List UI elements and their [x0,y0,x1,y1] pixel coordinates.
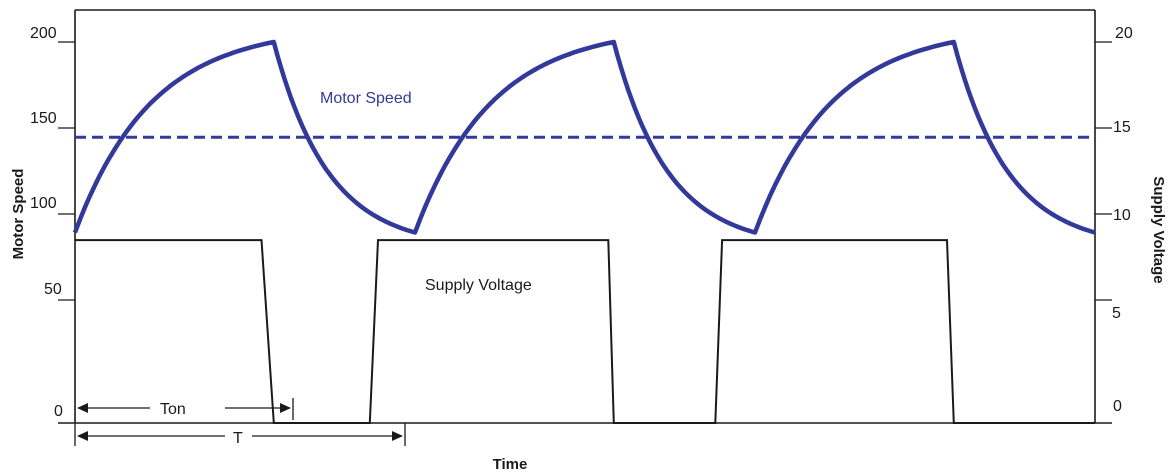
right-tick-label-10: 10 [1113,207,1131,224]
ton-arrowhead-left [77,403,88,413]
left-tick-label-200: 200 [30,25,57,42]
left-tick-label-0: 0 [54,403,63,420]
right-axis-title: Supply Voltage [1150,176,1167,283]
supply-voltage-annotation: Supply Voltage [425,277,532,294]
right-tick-label-20: 20 [1115,25,1133,42]
series-layer [72,39,1096,424]
motor-speed-line [72,39,1096,235]
x-axis-title: Time [493,456,528,473]
period-arrowhead-right [392,431,403,441]
ton-dimension: Ton [77,398,294,420]
motor-speed-annotation: Motor Speed [320,90,412,107]
right-tick-label-15: 15 [1113,119,1131,136]
ton-arrowhead-right [280,403,291,413]
left-tick-label-50: 50 [44,281,62,298]
supply-voltage-line [75,239,1095,424]
left-tick-label-150: 150 [30,110,57,127]
ton-label: Ton [160,401,186,418]
period-arrowhead-left [77,431,88,441]
period-label: T [233,430,243,447]
left-axis-title: Motor Speed [10,169,27,260]
right-tick-label-5: 5 [1112,305,1121,322]
period-dimension: T [74,423,406,447]
left-tick-label-100: 100 [30,195,57,212]
right-tick-label-0: 0 [1113,398,1122,415]
